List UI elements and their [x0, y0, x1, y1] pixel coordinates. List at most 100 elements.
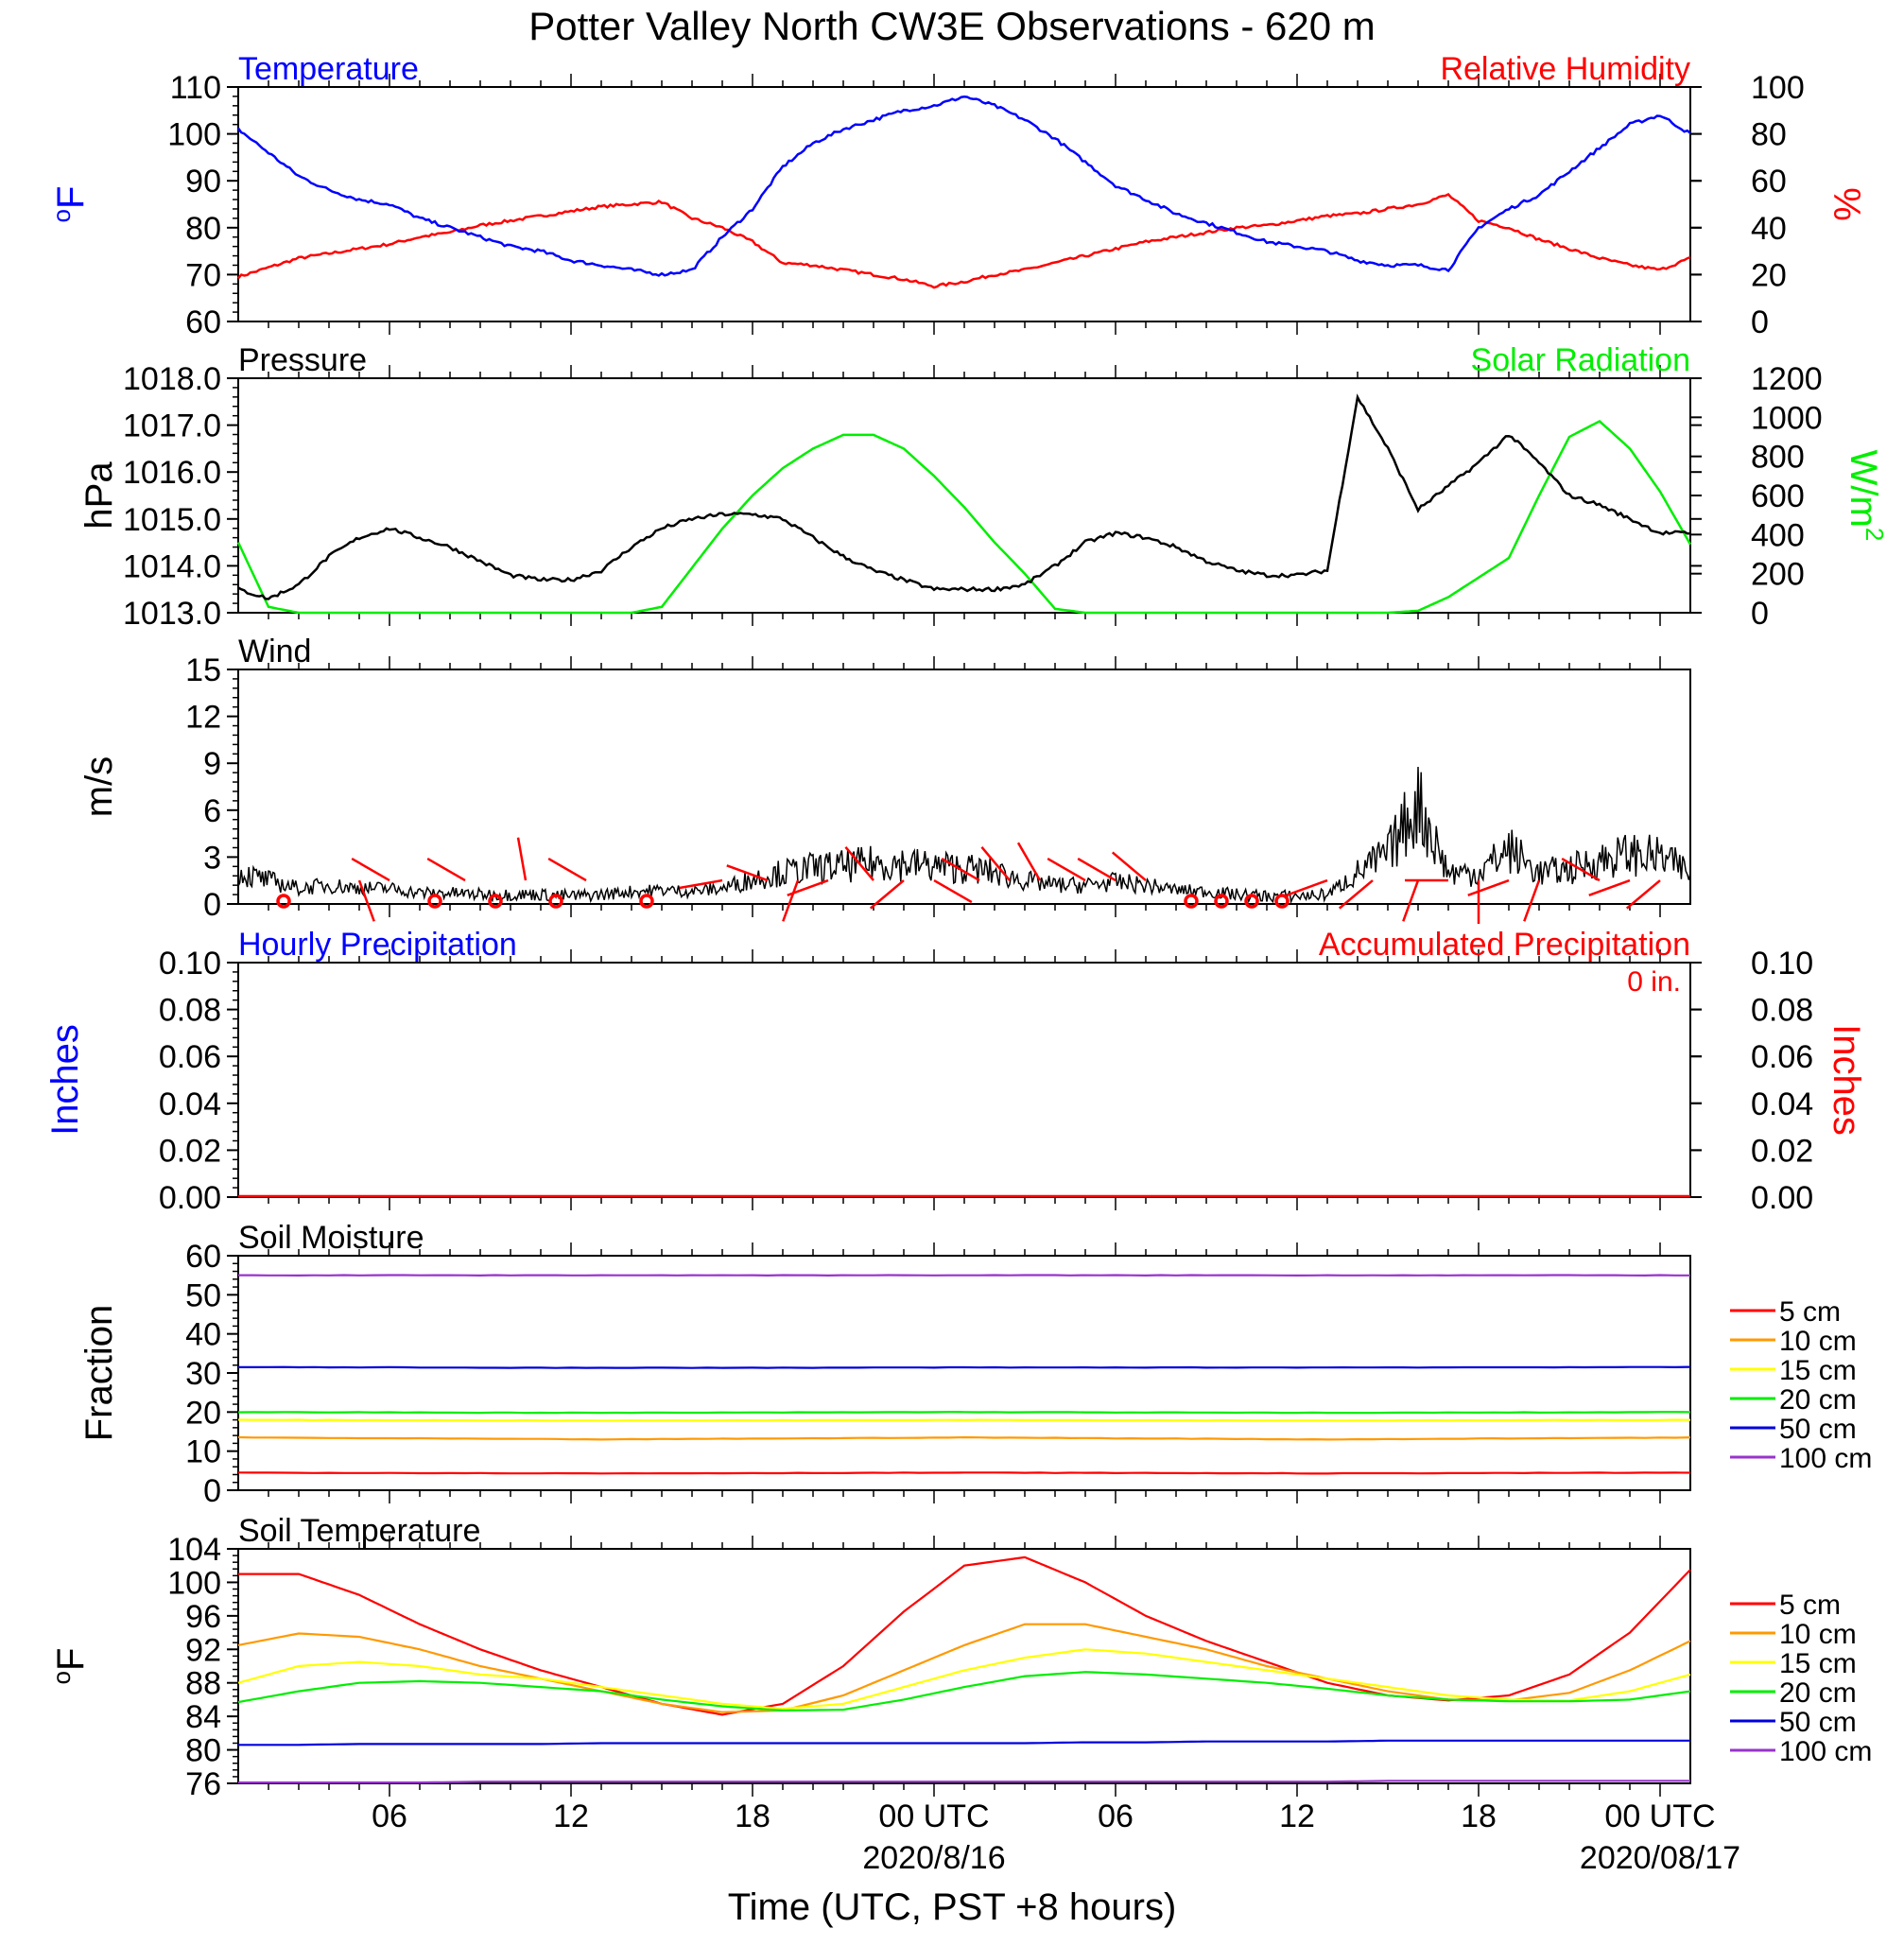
- wind-barb: [869, 879, 905, 910]
- y-tick-label-left: 0: [203, 1473, 221, 1509]
- soil-line-5cm: [238, 1555, 1691, 1716]
- y-tick-label-left: 90: [185, 164, 221, 200]
- calm-wind-circle: [488, 894, 503, 909]
- x-tick-label: 06: [1098, 1798, 1134, 1834]
- solar-radiation-line: [236, 419, 1692, 615]
- panel-title-left: Soil Moisture: [238, 1220, 424, 1256]
- panel-title-left: Pressure: [238, 342, 367, 378]
- x-tick-label: 18: [1461, 1798, 1497, 1834]
- y-axis-label-left: Inches: [44, 1024, 86, 1136]
- wind-barb: [1467, 878, 1510, 896]
- wind-barb: [1588, 878, 1631, 896]
- soil-line-50cm: [238, 1739, 1690, 1746]
- wind-barb: [980, 845, 1011, 881]
- y-tick-label-left: 1014.0: [123, 548, 221, 584]
- y-tick-label-left: 80: [185, 211, 221, 247]
- y-tick-label-left: 88: [185, 1666, 221, 1702]
- panel-title-left: Wind: [238, 634, 311, 669]
- wind-barb: [1286, 878, 1328, 896]
- soil-line-15cm: [237, 1418, 1691, 1422]
- y-axis-label-right: %: [1826, 187, 1867, 221]
- legend-label: 10 cm: [1779, 1326, 1857, 1357]
- plot-frame: [237, 669, 1691, 905]
- wind-barb: [1016, 842, 1042, 881]
- wind-barb: [357, 879, 375, 922]
- y-tick-label-right: 0.10: [1751, 946, 1813, 982]
- x-axis-title: Time (UTC, PST +8 hours): [728, 1886, 1177, 1928]
- y-tick-label-left: 40: [185, 1317, 221, 1353]
- y-tick-label-right: 0: [1751, 304, 1769, 340]
- wind-barb: [679, 878, 723, 890]
- y-tick-label-left: 0.04: [159, 1086, 221, 1122]
- x-tick-label: 18: [735, 1798, 770, 1834]
- plot-frame: [237, 962, 1691, 1198]
- y-axis-label-left: Fraction: [78, 1305, 120, 1442]
- wind-barb: [516, 837, 528, 881]
- calm-wind-circle: [548, 894, 563, 909]
- y-tick-label-left: 0: [203, 887, 221, 923]
- soil-line-15cm: [237, 1648, 1691, 1711]
- x-date-label: 2020/8/16: [862, 1840, 1005, 1876]
- y-tick-label-left: 1013.0: [123, 596, 221, 632]
- y-tick-label-left: 92: [185, 1632, 221, 1668]
- y-tick-label-left: 100: [167, 1565, 221, 1601]
- y-tick-label-left: 1018.0: [123, 361, 221, 397]
- x-tick-label: 00 UTC: [1604, 1798, 1715, 1834]
- y-axis-label-left: oF: [47, 186, 92, 223]
- legend-label: 5 cm: [1779, 1590, 1841, 1621]
- y-tick-label-left: 10: [185, 1434, 221, 1470]
- panel-title-right: Accumulated Precipitation: [1319, 927, 1690, 963]
- legend-label: 20 cm: [1779, 1677, 1857, 1709]
- y-tick-label-right: 0.02: [1751, 1133, 1813, 1169]
- wind-barb: [1338, 879, 1374, 910]
- plot-frame: [237, 1255, 1691, 1491]
- x-date-label: 2020/08/17: [1580, 1840, 1740, 1876]
- page-title: Potter Valley North CW3E Observations - …: [528, 4, 1376, 48]
- y-tick-label-right: 20: [1751, 257, 1787, 293]
- y-tick-label-right: 200: [1751, 557, 1805, 593]
- y-tick-label-left: 0.00: [159, 1180, 221, 1216]
- y-tick-label-left: 76: [185, 1766, 221, 1802]
- calm-wind-circle: [427, 894, 442, 909]
- y-tick-label-left: 1016.0: [123, 455, 221, 491]
- y-tick-label-left: 0.02: [159, 1133, 221, 1169]
- y-tick-label-left: 50: [185, 1277, 221, 1313]
- y-axis-label-left: m/s: [78, 756, 120, 817]
- panel-pressure-solar: 1013.0 1014.0 1015.0 1016.0 1017.0 1018.0 0200…: [78, 342, 1889, 632]
- y-tick-label-left: 3: [203, 840, 221, 876]
- wind-barb: [547, 857, 587, 882]
- soil-line-20cm: [237, 1411, 1691, 1415]
- wind-barb: [1523, 879, 1541, 922]
- wind-barb: [726, 864, 769, 882]
- panel-title-right: Relative Humidity: [1440, 51, 1690, 87]
- precip-total-annotation: 0 in.: [1627, 966, 1681, 998]
- legend-label: 15 cm: [1779, 1648, 1857, 1679]
- y-tick-label-left: 6: [203, 793, 221, 829]
- panel-title-left: Soil Temperature: [238, 1513, 480, 1549]
- y-tick-label-left: 60: [185, 304, 221, 340]
- wind-barb: [933, 878, 973, 904]
- y-axis-label-left: oF: [47, 1648, 92, 1685]
- soil-line-5cm: [237, 1471, 1691, 1475]
- x-tick-label: 12: [1279, 1798, 1315, 1834]
- wind-speed-line: [237, 766, 1691, 905]
- y-tick-label-right: 0.08: [1751, 993, 1813, 1029]
- y-tick-label-left: 110: [170, 70, 221, 106]
- y-tick-label-right: 400: [1751, 517, 1805, 553]
- wind-barb: [1561, 857, 1601, 882]
- y-tick-label-left: 0.08: [159, 993, 221, 1029]
- wind-barb: [1111, 851, 1147, 881]
- y-tick-label-right: 1000: [1751, 400, 1823, 436]
- x-tick-label: 00 UTC: [878, 1798, 989, 1834]
- calm-wind-circle: [1184, 894, 1199, 909]
- y-tick-label-left: 12: [185, 700, 221, 736]
- wind-barb: [1402, 879, 1420, 922]
- y-axis-label-right: Inches: [1826, 1024, 1867, 1136]
- soil-line-100cm: [238, 1780, 1690, 1784]
- calm-wind-circle: [276, 894, 291, 909]
- plot-frame: [237, 377, 1691, 614]
- y-tick-label-left: 96: [185, 1599, 221, 1635]
- wind-barb: [426, 857, 466, 882]
